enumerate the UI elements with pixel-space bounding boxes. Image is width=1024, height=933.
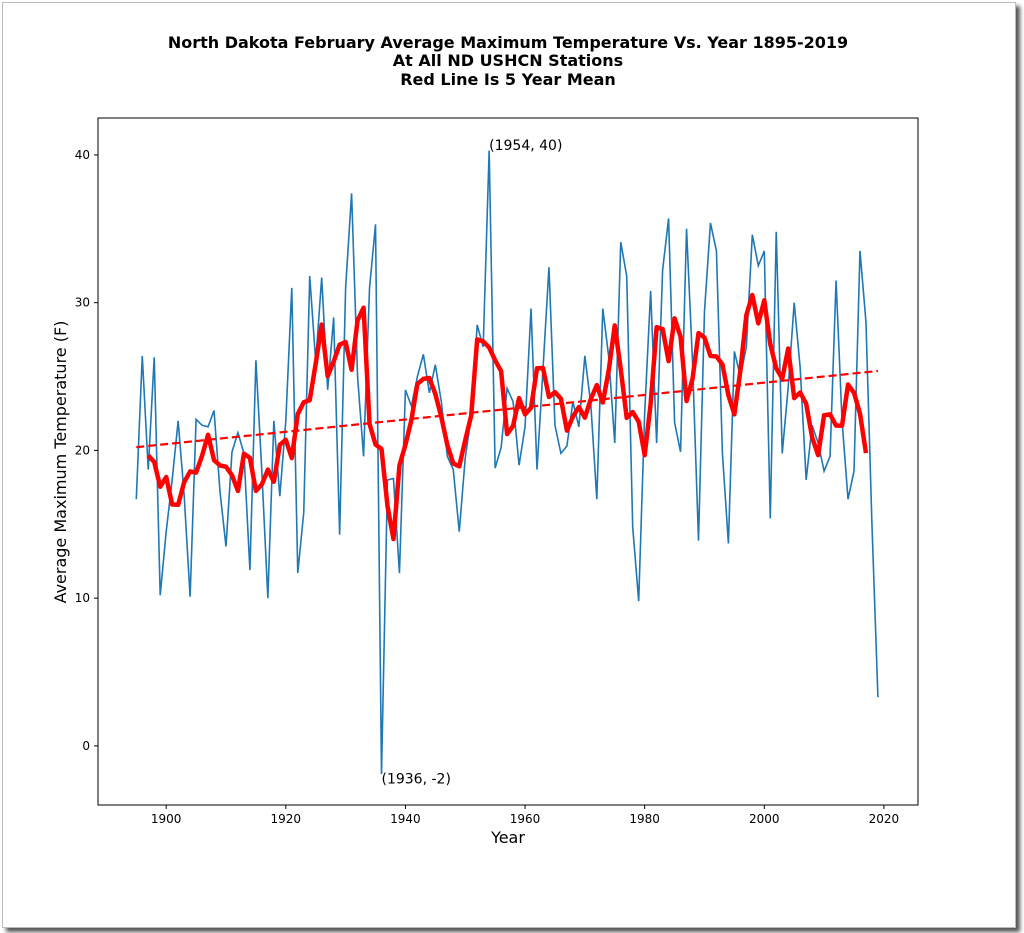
chart-title-line-3: Red Line Is 5 Year Mean — [400, 70, 616, 89]
annotation-label: (1954, 40) — [489, 138, 562, 154]
trend-line — [136, 369, 879, 449]
x-tick-label: 2020 — [869, 812, 900, 826]
y-tick-label: 30 — [75, 296, 90, 310]
x-tick-label: 1940 — [390, 812, 421, 826]
y-axis-label: Average Maximum Temperature (F) — [51, 321, 70, 604]
x-axis-label: Year — [490, 828, 525, 847]
annotation-label: (1936, -2) — [382, 771, 451, 787]
x-tick-label: 2000 — [749, 812, 780, 826]
chart-title-line-2: At All ND USHCN Stations — [393, 51, 623, 70]
y-tick-label: 0 — [82, 739, 90, 753]
annual-series-line — [135, 150, 879, 774]
x-tick-label: 1980 — [629, 812, 660, 826]
y-tick-label: 20 — [75, 443, 90, 457]
x-tick-label: 1900 — [151, 812, 182, 826]
x-tick-label: 1920 — [271, 812, 302, 826]
plot-area-border — [97, 117, 919, 806]
five-year-mean-line — [146, 292, 869, 542]
y-tick-label: 10 — [75, 591, 90, 605]
chart-title-line-1: North Dakota February Average Maximum Te… — [168, 33, 848, 52]
y-tick-label: 40 — [75, 148, 90, 162]
x-tick-label: 1960 — [510, 812, 541, 826]
